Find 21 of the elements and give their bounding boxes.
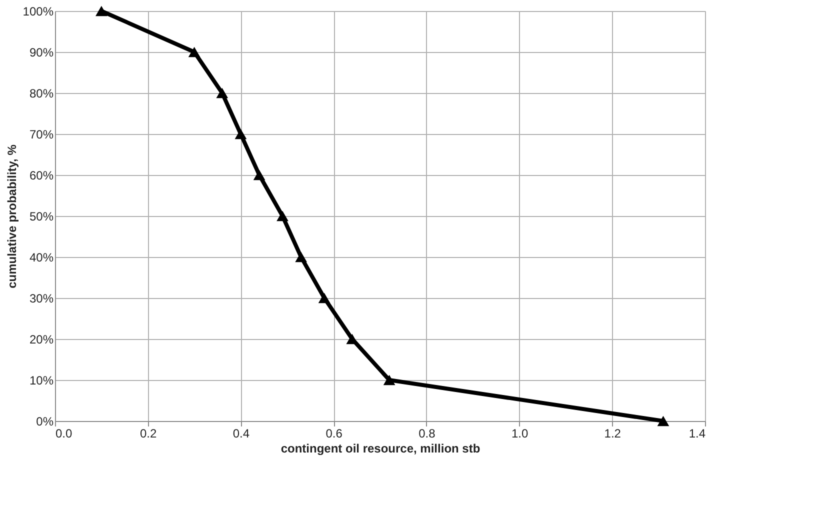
x-tick-label: 1.4 [688,426,706,440]
y-tick-label: 100% [22,4,54,18]
x-tick-label: 1.0 [511,426,528,440]
x-tick-label: 0.8 [418,426,436,440]
y-tick-label: 90% [29,46,54,60]
y-tick-label: 80% [29,86,54,100]
x-tick-label: 0.6 [326,426,343,440]
y-tick-label: 60% [29,168,54,182]
y-tick-label: 40% [29,250,54,264]
y-tick-label: 10% [29,374,54,388]
x-axis-title: contingent oil resource, million stb [280,442,480,456]
y-tick-label: 30% [29,292,54,306]
x-tick-label: 0.4 [232,426,250,440]
y-tick-label: 20% [29,332,54,346]
y-tick-label: 50% [29,210,54,224]
y-tick-label: 70% [29,128,54,142]
y-tick-label: 0% [36,414,54,428]
y-axis-title: cumulative probability, % [4,144,19,288]
x-tick-label: 0.0 [56,426,73,440]
x-tick-label: 1.2 [604,426,622,440]
x-tick-label: 0.2 [140,426,158,440]
